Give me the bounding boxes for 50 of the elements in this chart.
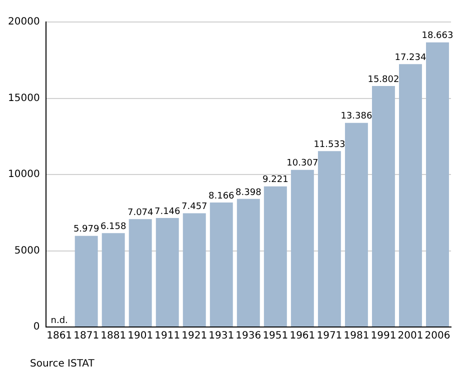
bar	[399, 64, 422, 326]
data-label: 10.307	[286, 158, 318, 169]
x-tick-label: 1981	[344, 330, 370, 342]
data-label: 11.533	[314, 140, 346, 150]
x-tick-label: 1881	[100, 330, 126, 342]
bar	[210, 202, 233, 326]
y-tick-label: 15000	[8, 92, 40, 104]
data-label: 5.979	[73, 224, 100, 235]
x-tick-label: 1921	[182, 330, 208, 342]
y-tick-label: 0	[33, 322, 40, 333]
data-label: 6.158	[100, 222, 126, 232]
x-tick-label: 1861	[46, 330, 72, 342]
x-tick-label: 2006	[424, 330, 450, 342]
data-label: 15.802	[368, 74, 400, 85]
text: n.d.	[50, 316, 68, 326]
x-tick-label: 1901	[128, 330, 154, 342]
x-tick-label: 1871	[74, 330, 100, 342]
x-tick-label: 1911	[154, 330, 180, 342]
bar	[264, 186, 287, 326]
bar	[290, 170, 314, 326]
bar	[102, 233, 125, 326]
x-tick-label: 1936	[236, 330, 262, 342]
x-tick-label: 1961	[290, 330, 316, 342]
data-label: 18.663	[422, 31, 454, 42]
x-tick-label: 1951	[262, 330, 288, 342]
bar	[426, 42, 449, 326]
bar	[318, 151, 341, 326]
x-tick-label: 1991	[370, 330, 396, 342]
bar	[236, 198, 260, 326]
y-tick-label: 5000	[14, 245, 40, 256]
bar	[372, 86, 395, 326]
data-label: 13.386	[340, 112, 372, 122]
data-label: 8.398	[236, 188, 262, 198]
y-tick-label: 20000	[8, 16, 40, 28]
source-note: Source ISTAT	[30, 358, 96, 370]
x-tick-label: 1971	[316, 330, 342, 342]
data-label: 7.146	[154, 206, 181, 217]
data-label: 7.457	[182, 202, 208, 212]
x-tick-label: 1931	[208, 330, 234, 342]
bar	[156, 218, 179, 326]
bar	[344, 122, 368, 326]
y-tick-label: 10000	[8, 169, 40, 180]
data-label: 9.221	[262, 175, 288, 186]
data-label: 8.166	[208, 191, 235, 202]
bar	[182, 213, 206, 326]
x-tick-label: 2001	[398, 330, 424, 342]
data-label: 7.074	[127, 208, 154, 218]
data-label: 17.234	[394, 53, 426, 64]
bar	[128, 219, 152, 326]
bar	[74, 236, 98, 326]
